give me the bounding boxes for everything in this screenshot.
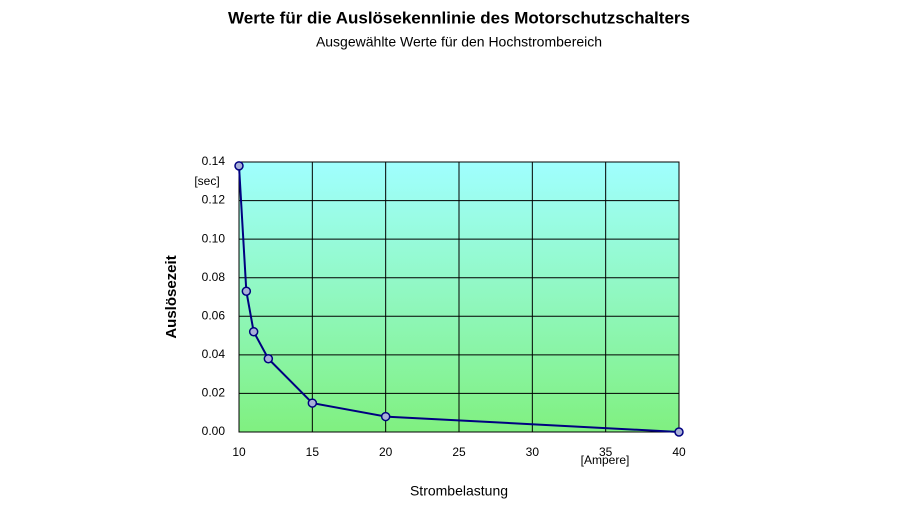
y-axis-title: Auslösezeit <box>163 255 180 338</box>
data-point <box>380 411 391 422</box>
x-unit: [Ampere] <box>581 453 630 467</box>
chart-title: Werte für die Auslösekennlinie des Motor… <box>228 8 690 27</box>
x-tick-label: 25 <box>452 445 466 459</box>
y-tick-label: 0.12 <box>202 193 226 207</box>
x-tick-label: 35 <box>599 445 613 459</box>
y-tick-label: 0.08 <box>202 270 226 284</box>
x-tick-label: 10 <box>232 445 246 459</box>
data-point <box>248 326 259 337</box>
x-tick-label: 15 <box>306 445 320 459</box>
y-tick-label: 0.04 <box>202 347 226 361</box>
x-tick-label: 20 <box>379 445 393 459</box>
y-tick-label: 0.02 <box>202 386 226 400</box>
data-point <box>241 286 252 296</box>
y-tick-label: 0.14 <box>202 154 226 168</box>
chart-subtitle: Ausgewählte Werte für den Hochstromberei… <box>316 34 602 50</box>
data-point <box>263 353 274 364</box>
x-axis-title: Strombelastung <box>410 483 508 499</box>
data-point <box>307 398 318 408</box>
y-unit: [sec] <box>194 174 219 188</box>
data-point <box>674 427 684 437</box>
x-tick-label: 30 <box>526 445 540 459</box>
y-tick-label: 0.06 <box>202 308 226 322</box>
y-tick-label: 0.10 <box>202 231 226 245</box>
x-tick-label: 40 <box>672 445 686 459</box>
data-point <box>234 161 244 171</box>
plot-border <box>238 161 680 433</box>
y-tick-label: 0.00 <box>202 424 226 438</box>
